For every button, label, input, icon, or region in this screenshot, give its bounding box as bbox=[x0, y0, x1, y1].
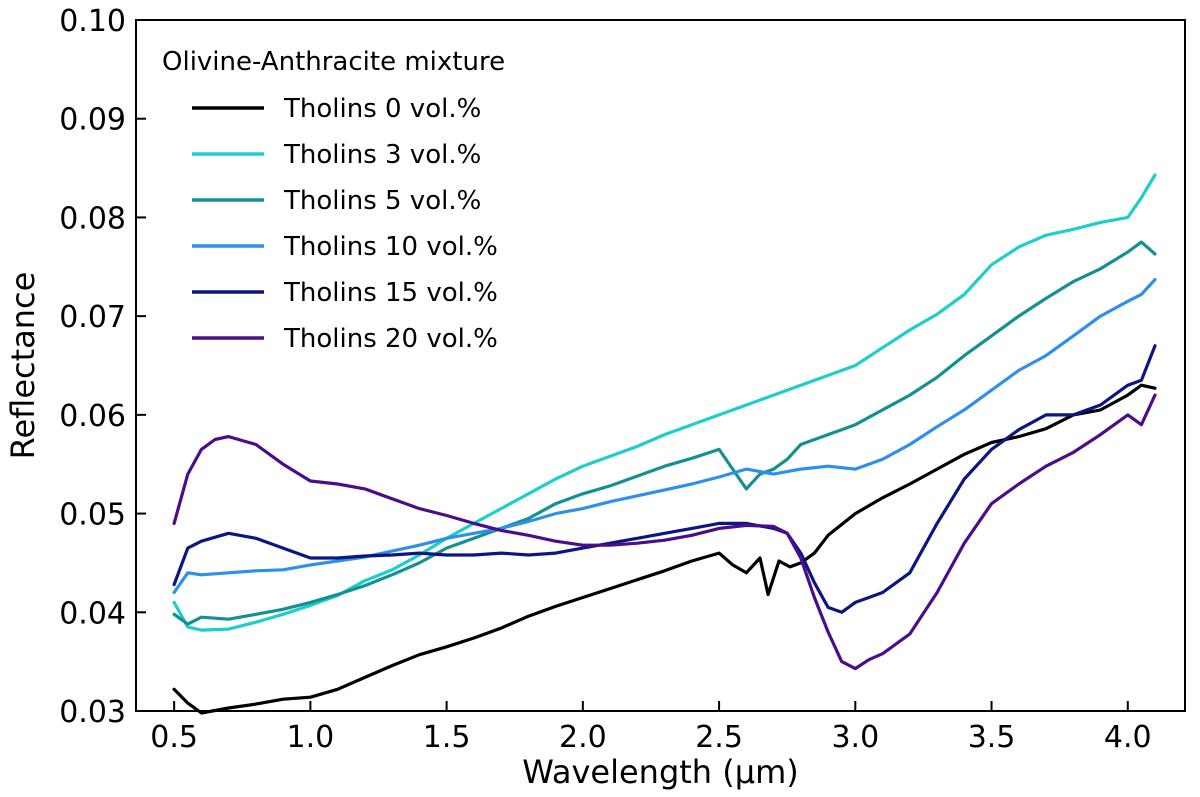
x-tick-label: 3.5 bbox=[968, 720, 1016, 755]
legend: Olivine-Anthracite mixture Tholins 0 vol… bbox=[162, 47, 505, 354]
series-line-4 bbox=[172, 344, 1157, 614]
y-tick-label: 0.04 bbox=[59, 596, 126, 631]
legend-label-3: Tholins 10 vol.% bbox=[283, 232, 498, 262]
y-axis-title: Reflectance bbox=[4, 272, 42, 460]
y-tick-label: 0.08 bbox=[59, 201, 126, 236]
x-tick-label: 4.0 bbox=[1104, 720, 1152, 755]
x-tick-label: 2.0 bbox=[559, 720, 607, 755]
legend-label-0: Tholins 0 vol.% bbox=[283, 94, 481, 124]
x-tick-label: 0.5 bbox=[150, 720, 198, 755]
legend-label-5: Tholins 20 vol.% bbox=[283, 324, 498, 354]
series-line-2 bbox=[172, 240, 1157, 626]
series-line-0 bbox=[172, 383, 1157, 715]
x-axis-title: Wavelength (µm) bbox=[522, 753, 799, 791]
y-tick-label: 0.09 bbox=[59, 103, 126, 138]
series-layer bbox=[172, 173, 1157, 715]
y-tick-label: 0.10 bbox=[59, 4, 126, 39]
y-tick-label: 0.05 bbox=[59, 498, 126, 533]
series-line-1 bbox=[172, 173, 1157, 632]
legend-entries: Tholins 0 vol.% Tholins 3 vol.% Tholins 5 … bbox=[192, 94, 498, 354]
x-tick-label: 2.5 bbox=[695, 720, 743, 755]
legend-label-1: Tholins 3 vol.% bbox=[283, 140, 481, 170]
ticks-layer: 0.5 1.0 1.5 2.0 2.5 3.0 3.5 4.0 0.03 0.04 0.05 0.06… bbox=[59, 4, 1151, 755]
legend-title: Olivine-Anthracite mixture bbox=[162, 47, 505, 77]
y-tick-label: 0.06 bbox=[59, 399, 126, 434]
series-line-5 bbox=[172, 393, 1157, 671]
plot-frame bbox=[135, 19, 1186, 712]
y-tick-label: 0.03 bbox=[59, 695, 126, 730]
y-tick-label: 0.07 bbox=[59, 300, 126, 335]
legend-label-4: Tholins 15 vol.% bbox=[283, 278, 498, 308]
series-line-3 bbox=[172, 278, 1157, 595]
x-tick-label: 1.0 bbox=[287, 720, 335, 755]
x-tick-label: 3.0 bbox=[831, 720, 879, 755]
legend-label-2: Tholins 5 vol.% bbox=[283, 186, 481, 216]
x-tick-label: 1.5 bbox=[423, 720, 471, 755]
